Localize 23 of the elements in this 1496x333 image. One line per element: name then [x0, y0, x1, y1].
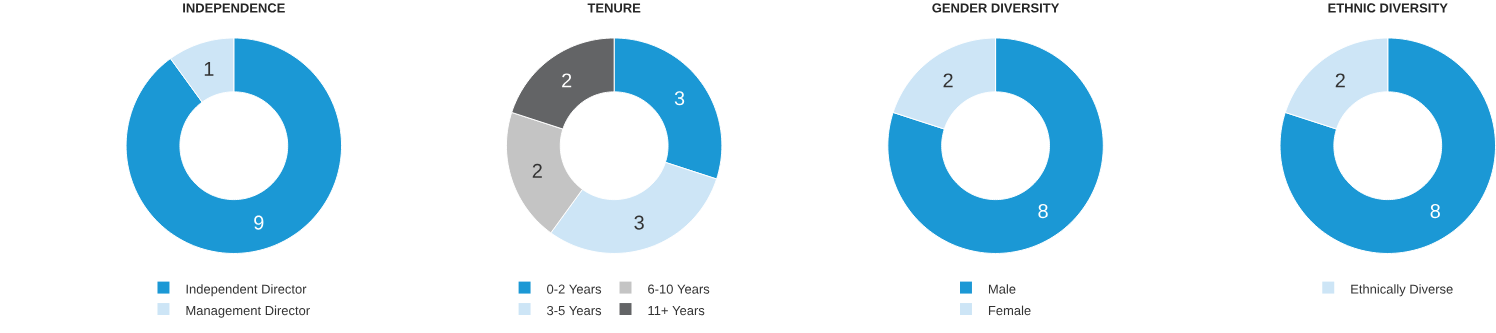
data-label: 2	[943, 73, 953, 88]
data-label: 9	[254, 215, 264, 230]
data-label: 3	[674, 91, 685, 106]
legend-label: Male	[988, 284, 1016, 294]
legend-label: Independent Director	[186, 284, 307, 297]
data-label: 1	[204, 61, 214, 76]
chart-title: TENURE	[587, 3, 641, 13]
legend-label: 0-2 Years	[547, 284, 602, 294]
legend-label: 6-10 Years	[648, 284, 710, 294]
data-label: 3	[634, 215, 644, 230]
data-label: 8	[1430, 203, 1440, 219]
legend-label: 3-5 Years	[547, 305, 602, 316]
legend-label: Female	[988, 305, 1031, 316]
data-label: 2	[1335, 73, 1345, 88]
data-label: 2	[532, 163, 542, 178]
legend-label: 11+ Years	[648, 306, 705, 316]
chart-title: GENDER DIVERSITY	[932, 3, 1060, 13]
data-label: 8	[1038, 203, 1048, 219]
chart-title: INDEPENDENCE	[183, 3, 285, 13]
data-label: 2	[562, 73, 572, 88]
legend-label: Management Director	[186, 305, 310, 318]
chart-title: ETHNIC DIVERSITY	[1328, 3, 1448, 13]
legend-label: Ethnically Diverse	[1351, 284, 1453, 297]
